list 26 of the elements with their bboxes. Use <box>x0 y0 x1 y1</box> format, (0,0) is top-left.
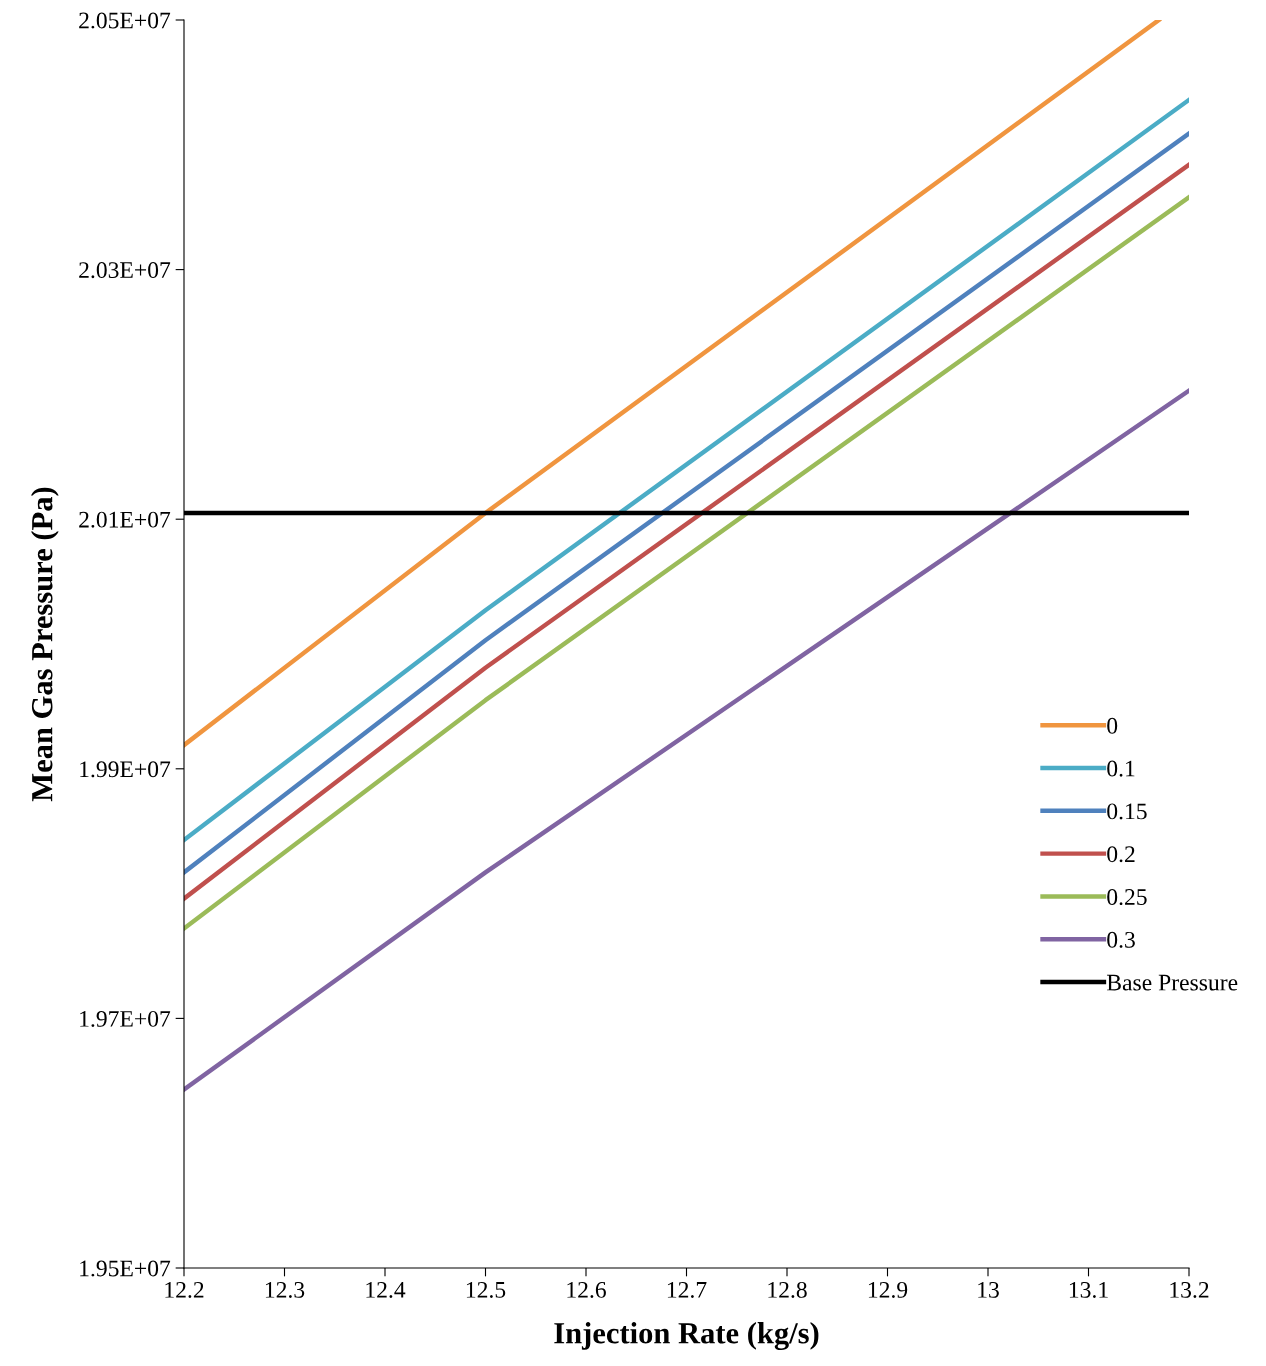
x-tick-label: 12.9 <box>868 1281 908 1298</box>
y-tick-label: 2.05E+07 <box>79 12 171 29</box>
y-tick-label: 1.95E+07 <box>80 1260 171 1277</box>
x-tick-label: 13.2 <box>1170 1281 1209 1298</box>
y-tick-label: 2.03E+07 <box>79 262 171 279</box>
legend-label: 0.3 <box>1107 931 1135 948</box>
legend-label: 0.1 <box>1107 760 1135 777</box>
x-tick-label: 12.8 <box>768 1281 807 1298</box>
y-axis-title: Mean Gas Pressure (Pa) <box>30 487 59 802</box>
legend-label: 0.2 <box>1107 846 1135 863</box>
x-tick-label: 12.5 <box>466 1281 506 1298</box>
x-tick-label: 13.1 <box>1069 1281 1108 1298</box>
x-tick-label: 12.6 <box>567 1281 606 1298</box>
y-tick-label: 1.99E+07 <box>80 761 171 778</box>
x-tick-label: 12.4 <box>366 1281 406 1298</box>
legend-label: 0 <box>1107 717 1118 734</box>
x-axis-title: Injection Rate (kg/s) <box>554 1322 819 1350</box>
x-tick-label: 13 <box>978 1281 999 1298</box>
x-tick-label: 12.7 <box>667 1281 707 1298</box>
x-tick-label: 12.2 <box>165 1281 204 1298</box>
legend-label: 0.15 <box>1107 803 1147 820</box>
x-tick-label: 12.3 <box>265 1281 305 1298</box>
legend-label: Base Pressure <box>1106 974 1238 991</box>
legend-label: 0.25 <box>1107 889 1147 906</box>
y-tick-label: 2.01E+07 <box>79 511 171 528</box>
y-tick-label: 1.97E+07 <box>80 1010 171 1027</box>
